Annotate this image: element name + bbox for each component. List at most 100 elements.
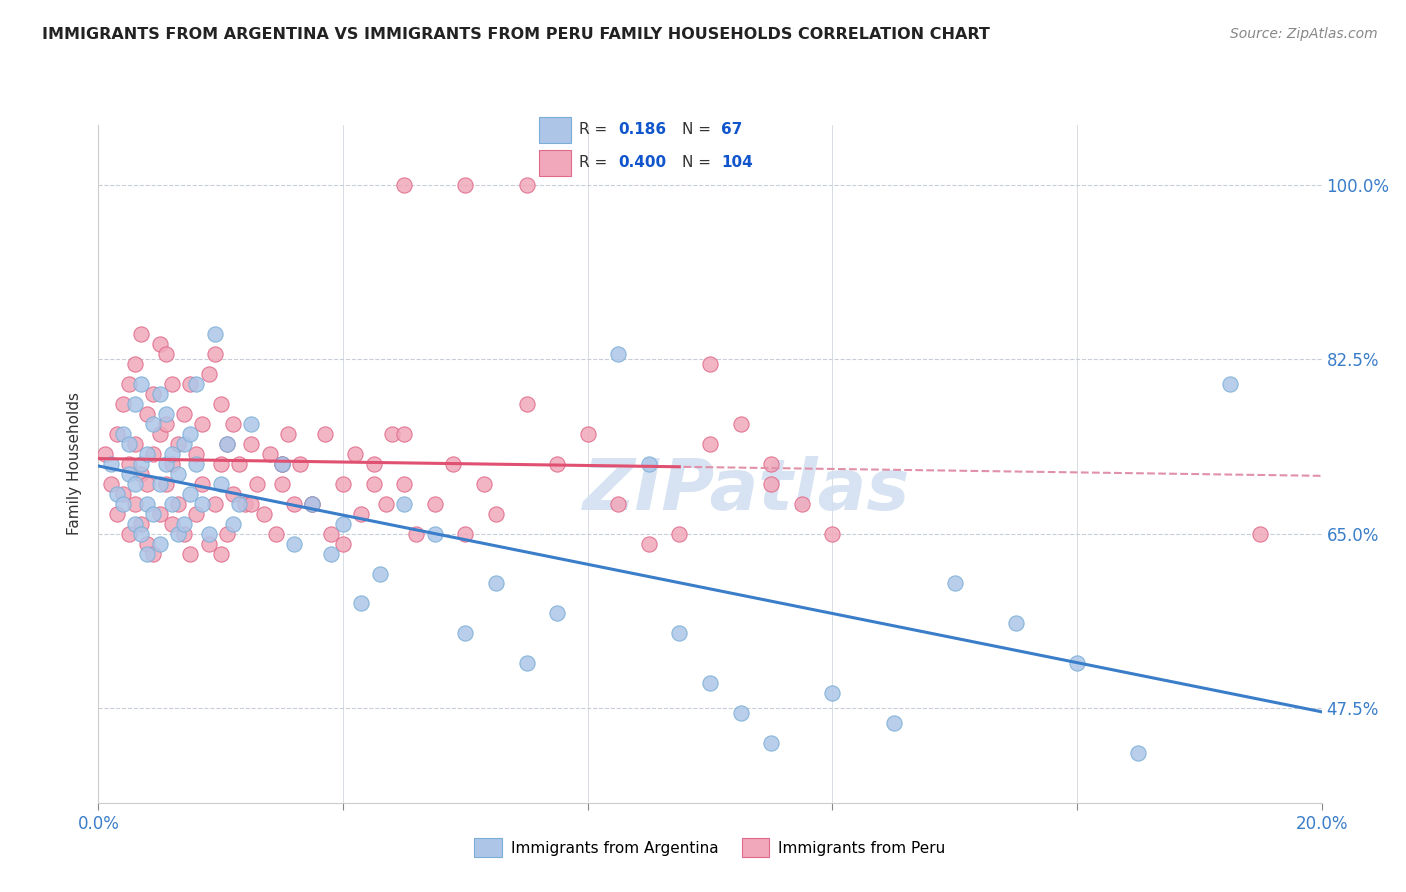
Text: Source: ZipAtlas.com: Source: ZipAtlas.com [1230,27,1378,41]
Point [215,437,238,451]
Point [179,426,201,441]
Point [290,457,312,471]
Point [160,516,183,531]
Point [516,397,538,411]
Point [259,447,281,461]
Point [124,476,146,491]
Point [240,497,263,511]
Text: IMMIGRANTS FROM ARGENTINA VS IMMIGRANTS FROM PERU FAMILY HOUSEHOLDS CORRELATION : IMMIGRANTS FROM ARGENTINA VS IMMIGRANTS … [42,27,990,42]
Point [319,547,342,561]
Point [124,397,146,411]
Text: N =: N = [682,122,716,137]
Point [179,547,201,561]
Point [118,377,141,392]
Point [392,426,416,441]
Point [668,626,690,640]
Point [883,716,905,731]
Point [209,547,232,561]
Text: R =: R = [579,155,612,169]
Point [124,516,146,531]
Point [228,497,250,511]
Point [283,497,305,511]
Point [173,526,195,541]
Point [142,507,165,521]
Point [197,526,219,541]
Point [118,467,141,481]
Point [381,426,404,441]
Point [186,377,208,392]
Text: R =: R = [579,122,612,137]
Point [1249,526,1271,541]
Point [943,576,966,591]
Point [516,657,538,671]
Point [392,497,416,511]
Point [118,457,141,471]
Point [197,536,219,550]
Point [485,507,508,521]
Point [136,536,159,550]
Point [222,487,245,501]
Point [136,476,159,491]
Point [191,497,214,511]
Point [129,526,152,541]
Point [160,457,183,471]
Point [423,526,446,541]
Point [160,377,183,392]
Point [759,736,782,750]
Point [759,476,782,491]
Point [301,497,323,511]
Point [576,426,599,441]
Point [105,426,128,441]
Point [240,437,263,451]
Point [124,437,146,451]
Point [155,476,177,491]
Point [699,437,721,451]
Text: N =: N = [682,155,716,169]
Point [136,497,159,511]
Point [179,377,201,392]
Point [118,526,141,541]
Point [344,447,367,461]
Point [142,417,165,431]
Point [790,497,813,511]
Point [179,487,201,501]
Point [149,476,172,491]
Point [111,487,134,501]
Point [516,178,538,192]
Point [668,526,690,541]
Point [246,476,269,491]
Point [160,447,183,461]
Point [197,367,219,381]
Point [160,497,183,511]
Point [136,447,159,461]
Point [270,457,292,471]
Text: 67: 67 [721,122,742,137]
Point [124,357,146,371]
Point [374,497,396,511]
Point [124,497,146,511]
Point [100,476,122,491]
Point [111,426,134,441]
Point [149,337,172,351]
Point [699,676,721,690]
Point [730,706,752,720]
Point [105,507,128,521]
Point [191,476,214,491]
Point [301,497,323,511]
Point [1066,657,1088,671]
Point [167,497,190,511]
Point [209,476,232,491]
Point [142,547,165,561]
Point [209,457,232,471]
Point [191,417,214,431]
Point [186,447,208,461]
Point [332,476,354,491]
Point [209,397,232,411]
Point [111,397,134,411]
Point [405,526,427,541]
Point [637,457,661,471]
Point [368,566,391,581]
Point [423,497,446,511]
Point [136,407,159,421]
Point [277,426,299,441]
